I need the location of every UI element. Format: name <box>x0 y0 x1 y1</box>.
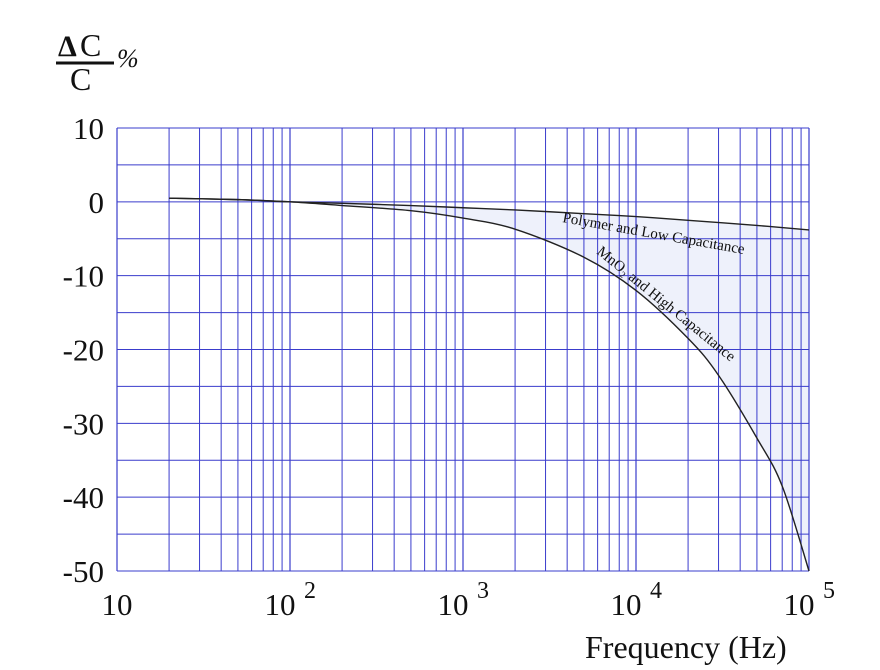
y-axis-label: Δ C C % <box>56 27 139 97</box>
y-tick-labels: 10 0 -10 -20 -30 -40 -50 <box>63 111 104 589</box>
y-tick-label: -40 <box>63 480 104 515</box>
x-tick-labels: 10 10 2 10 3 10 4 10 5 <box>102 578 836 622</box>
curves <box>169 197 810 572</box>
x-tick-label: 10 <box>611 587 642 622</box>
grid-lines <box>116 127 810 572</box>
x-axis-label: Frequency (Hz) <box>585 629 787 665</box>
y-tick-label: -10 <box>63 259 104 294</box>
x-tick-label: 10 <box>102 587 133 622</box>
x-tick-label: 10 <box>438 587 469 622</box>
y-tick-label: -50 <box>63 554 104 589</box>
y-label-numerator: C <box>80 27 101 63</box>
x-tick-exponent: 2 <box>304 578 316 604</box>
y-tick-label: 0 <box>89 185 105 220</box>
y-tick-label: -30 <box>63 406 104 441</box>
shaded-region <box>169 198 809 571</box>
y-label-delta: Δ <box>58 30 77 63</box>
series-line-mno2 <box>169 197 810 572</box>
x-tick-exponent: 4 <box>650 578 662 604</box>
y-label-denominator: C <box>70 61 91 97</box>
y-tick-label: 10 <box>73 111 104 146</box>
x-tick-exponent: 3 <box>477 578 489 604</box>
x-tick-label: 10 <box>265 587 296 622</box>
y-label-unit: % <box>117 44 139 73</box>
y-tick-label: -20 <box>63 333 104 368</box>
region-between-curves <box>169 198 809 571</box>
x-tick-exponent: 5 <box>823 578 835 604</box>
x-tick-label: 10 <box>784 587 815 622</box>
